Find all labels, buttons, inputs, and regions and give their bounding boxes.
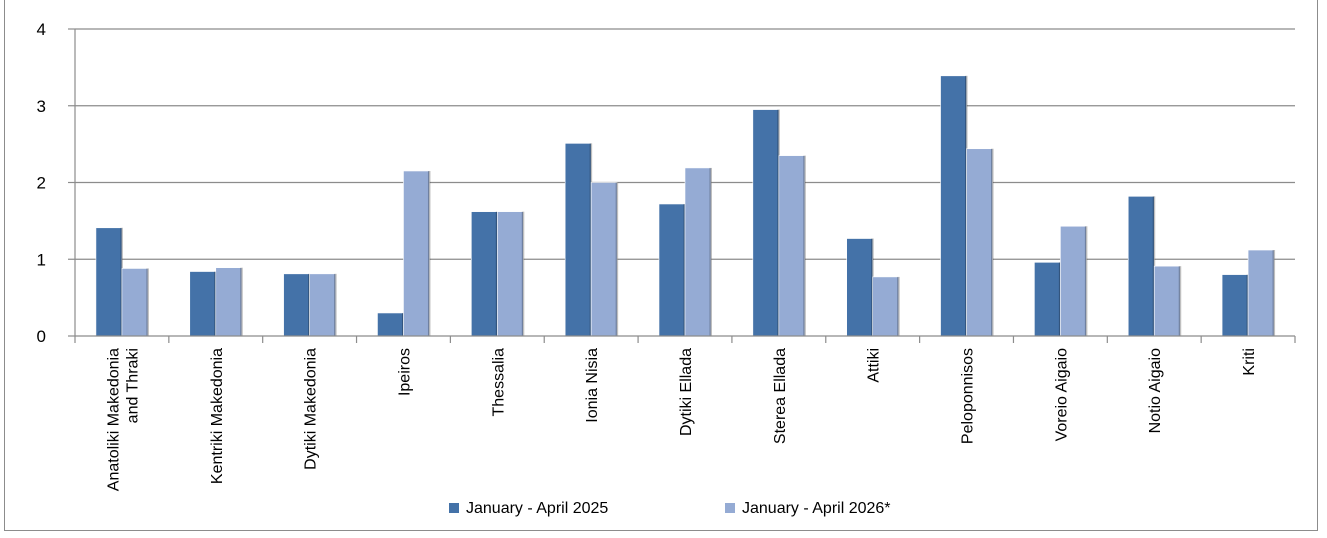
bar-shadow (709, 167, 712, 336)
bar-shadow (615, 182, 619, 336)
bar (95, 227, 123, 337)
bar (1034, 262, 1061, 337)
bar (1153, 265, 1181, 337)
legend-label: January - April 2026* (742, 500, 891, 517)
bar (309, 273, 336, 337)
y-tick-label: 4 (37, 20, 46, 39)
bar (215, 267, 243, 337)
y-axis: 0 1 2 3 4 (37, 20, 76, 346)
bar-shadow (146, 268, 149, 336)
bar (283, 273, 310, 337)
x-tick-label: Kentriki Makedonia (209, 348, 226, 484)
bar (564, 143, 592, 337)
bar (1060, 225, 1087, 337)
bars (95, 75, 1276, 337)
bar-shadow (1272, 250, 1276, 336)
x-tick-label: Anatoliki Makedonia (105, 348, 122, 491)
bar-shadow (334, 273, 337, 336)
bar (377, 312, 404, 337)
x-axis: Anatoliki Makedonia and Thraki Kentriki Ma… (74, 335, 1296, 491)
bar-shadow (803, 155, 806, 336)
bar-shadow (1178, 266, 1182, 336)
x-tick-label: Sterea Ellada (772, 348, 789, 444)
bar-shadow (1084, 226, 1088, 336)
legend-label: January - April 2025 (466, 500, 608, 517)
x-tick-label: Attiki (866, 348, 883, 383)
bar (403, 170, 430, 337)
x-tick-label: Peloponnisos (960, 348, 977, 444)
bar-shadow (991, 148, 994, 336)
y-tick-label: 0 (37, 327, 46, 346)
bar-shadow (521, 211, 525, 336)
bar (872, 276, 899, 337)
bar (471, 211, 498, 337)
bar (658, 203, 686, 337)
x-tick-label: Thessalia (490, 348, 507, 417)
bar (497, 211, 524, 337)
x-tick-label: Ionia Nisia (584, 348, 601, 423)
x-tick-label: Dytiki Ellada (678, 348, 695, 436)
bar (940, 75, 967, 337)
bar (1127, 196, 1155, 337)
bar (1247, 249, 1275, 337)
bar (189, 271, 217, 337)
bar (778, 155, 806, 337)
x-tick-label: Voreio Aigaio (1053, 348, 1070, 442)
bar (684, 167, 712, 337)
bar-shadow (427, 170, 431, 336)
legend-swatch (449, 503, 459, 513)
bar (846, 238, 873, 337)
bar-shadow (240, 267, 243, 336)
bar (590, 182, 618, 337)
x-tick-label: Kriti (1241, 348, 1258, 376)
x-tick-label: Ipeiros (396, 348, 413, 396)
bar-shadow (897, 276, 900, 336)
legend: January - April 2025 January - April 2026… (449, 500, 891, 517)
bar (121, 268, 149, 337)
x-tick-label: and Thraki (124, 348, 141, 423)
bar (966, 148, 993, 337)
bar (1221, 274, 1249, 337)
legend-swatch (725, 503, 735, 513)
y-tick-label: 2 (37, 174, 46, 193)
bar (752, 109, 780, 337)
x-tick-label: Notio Aigaio (1147, 348, 1164, 433)
y-tick-label: 3 (37, 97, 46, 116)
y-tick-label: 1 (37, 250, 46, 269)
x-tick-label: Dytiki Makedonia (303, 348, 320, 470)
